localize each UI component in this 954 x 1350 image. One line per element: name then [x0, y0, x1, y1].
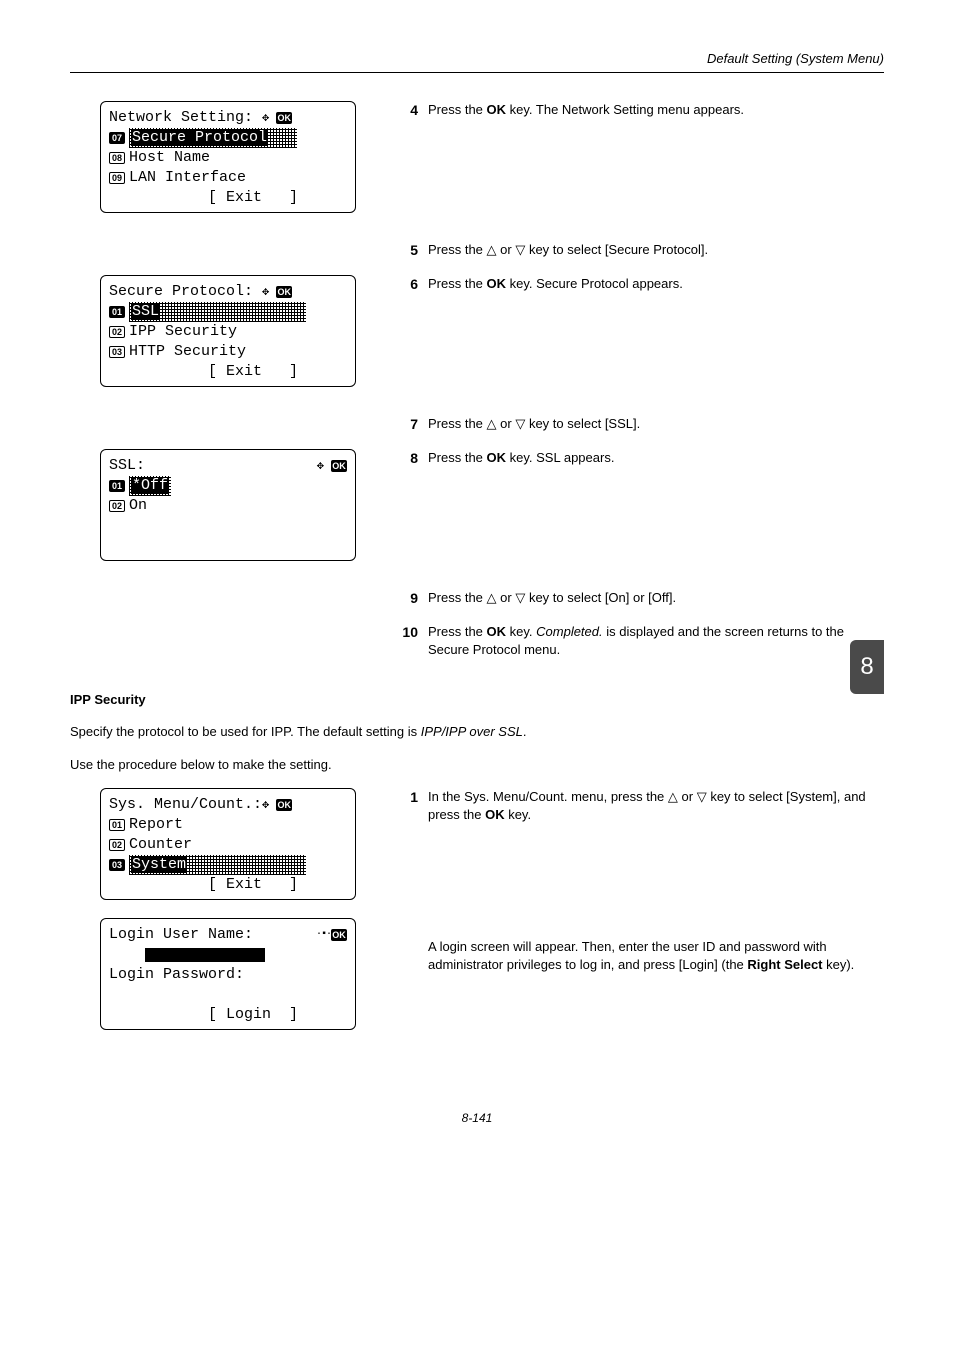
item-index: 03 — [109, 346, 125, 358]
nav-arrows-icon: ✥ — [262, 797, 267, 813]
caret-icon: ·▪· — [316, 928, 331, 942]
chapter-number: 8 — [860, 650, 873, 684]
lcd-label: Login User Name: — [109, 925, 253, 945]
step-number — [400, 938, 428, 974]
item-index: 09 — [109, 172, 125, 184]
item-index: 03 — [109, 859, 125, 871]
lcd-softkey: [ Exit ] — [109, 188, 347, 208]
step-text: In the Sys. Menu/Count. menu, press the … — [428, 788, 884, 824]
input-underline — [145, 948, 265, 962]
item-index: 08 — [109, 152, 125, 164]
lcd-title: Network Setting: — [109, 108, 253, 128]
lcd-sys-menu: Sys. Menu/Count.:✥ OK 01 Report 02 Counter… — [100, 788, 356, 900]
ok-icon: OK — [276, 286, 292, 298]
ok-icon: OK — [276, 112, 292, 124]
step-text: Press the OK key. Secure Protocol appear… — [428, 275, 884, 295]
ok-icon: OK — [276, 799, 292, 811]
item-index: 07 — [109, 132, 125, 144]
lcd-item: Host Name — [129, 148, 210, 168]
step-number: 5 — [400, 241, 428, 261]
lcd-softkey: [ Exit ] — [109, 362, 347, 382]
lcd-secure-protocol: Secure Protocol: ✥ OK 01 SSL 02 IPP Securi… — [100, 275, 356, 387]
page-header: Default Setting (System Menu) — [70, 50, 884, 73]
step-text: Press the OK key. Completed. is displaye… — [428, 623, 884, 659]
step-text: Press the OK key. The Network Setting me… — [428, 101, 884, 121]
step-number: 1 — [400, 788, 428, 824]
step-text: Press the △ or ▽ key to select [On] or [… — [428, 589, 884, 609]
item-index: 01 — [109, 819, 125, 831]
nav-arrows-icon: ✥ — [262, 110, 267, 126]
lcd-login: Login User Name: ·▪·OK Login Password: [ … — [100, 918, 356, 1030]
section-heading: IPP Security — [70, 691, 884, 709]
body-paragraph: Specify the protocol to be used for IPP.… — [70, 723, 884, 741]
lcd-title: Secure Protocol: — [109, 282, 253, 302]
step-number: 8 — [400, 449, 428, 469]
lcd-item: HTTP Security — [129, 342, 246, 362]
lcd-label: Login Password: — [109, 965, 347, 985]
step-number: 6 — [400, 275, 428, 295]
step-text: A login screen will appear. Then, enter … — [428, 938, 884, 974]
lcd-item: On — [129, 496, 147, 516]
lcd-network-setting: Network Setting: ✥ OK 07Secure Protocol … — [100, 101, 356, 213]
lcd-item-selected: Secure Protocol — [129, 128, 297, 148]
step-number: 9 — [400, 589, 428, 609]
page-footer: 8-141 — [70, 1110, 884, 1127]
ok-icon: OK — [331, 929, 347, 941]
lcd-softkey: [ Login ] — [109, 1005, 347, 1025]
chapter-tab: 8 — [850, 640, 884, 694]
lcd-item-selected: SSL — [129, 302, 306, 322]
body-paragraph: Use the procedure below to make the sett… — [70, 756, 884, 774]
lcd-softkey: [ Exit ] — [109, 875, 347, 895]
header-text: Default Setting (System Menu) — [707, 51, 884, 66]
item-index: 01 — [109, 306, 125, 318]
lcd-item: LAN Interface — [129, 168, 246, 188]
lcd-ssl: SSL: ✥ OK 01 *Off 02 On — [100, 449, 356, 561]
nav-arrows-icon: ✥ — [317, 458, 322, 474]
step-number: 4 — [400, 101, 428, 121]
step-text: Press the OK key. SSL appears. — [428, 449, 884, 469]
lcd-item: Report — [129, 815, 183, 835]
step-text: Press the △ or ▽ key to select [Secure P… — [428, 241, 884, 261]
item-index: 02 — [109, 839, 125, 851]
step-text: Press the △ or ▽ key to select [SSL]. — [428, 415, 884, 435]
lcd-item: Counter — [129, 835, 192, 855]
lcd-item-selected: System — [129, 855, 306, 875]
lcd-item: IPP Security — [129, 322, 237, 342]
lcd-item-selected: *Off — [129, 476, 171, 496]
nav-arrows-icon: ✥ — [262, 284, 267, 300]
step-number: 7 — [400, 415, 428, 435]
item-index: 01 — [109, 480, 125, 492]
item-index: 02 — [109, 326, 125, 338]
item-index: 02 — [109, 500, 125, 512]
ok-icon: OK — [331, 460, 347, 472]
step-number: 10 — [400, 623, 428, 659]
lcd-title: Sys. Menu/Count.: — [109, 795, 262, 815]
lcd-title: SSL: — [109, 456, 145, 476]
